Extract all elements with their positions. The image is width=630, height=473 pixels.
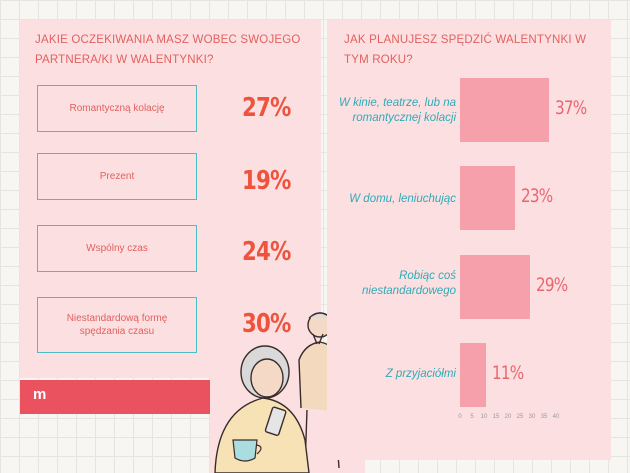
bar [460,343,487,407]
left-title-line2: PARTNERA/KI W WALENTYNKI? [35,54,214,66]
x-tick-label: 25 [516,414,524,420]
bar-value-label: 29% [535,274,568,296]
bar [460,255,530,319]
expectation-value: 19% [242,166,291,196]
bar-value-label: 37% [554,97,587,119]
expectation-box: Prezent [37,153,197,200]
bar-value-label: 11% [492,362,524,384]
x-tick-label: 20 [504,414,512,420]
bar-category-label: W kinie, teatrze, lub na romantycznej ko… [339,97,456,124]
expectation-value: 27% [242,93,291,123]
left-title: JAKIE OCZEKIWANIA MASZ WOBEC SWOJEGO PAR… [35,30,315,70]
x-tick-label: 40 [552,414,560,420]
bar [460,78,549,142]
x-tick-label: 35 [540,414,548,420]
expectation-label: Romantyczną kolację [69,103,165,114]
bar-value-label: 23% [521,185,553,207]
expectation-label: Wspólny czas [86,243,148,254]
x-tick-label: 15 [492,414,500,420]
expectation-label: Prezent [99,171,135,182]
bar-category-label: Robiąc coś niestandardowego [362,270,456,297]
expectation-value: 24% [242,237,291,267]
brand-logo: m [33,386,47,403]
expectation-box: Romantyczną kolację [37,85,197,132]
left-title-line1: JAKIE OCZEKIWANIA MASZ WOBEC SWOJEGO [35,34,301,46]
x-tick-label: 0 [458,414,462,420]
bar-category-label: Z przyjaciółmi [385,368,456,380]
expectation-box: Niestandardową formę spędzania czasu [37,297,197,353]
x-tick-label: 5 [470,414,474,420]
bar-category-label: W domu, leniuchując [349,193,456,205]
x-tick-label: 30 [528,414,536,420]
expectation-box: Wspólny czas [37,225,197,272]
bar [460,166,516,230]
chart-title: JAK PLANUJESZ SPĘDZIĆ WALENTYNKI W TYM R… [344,34,587,66]
expectation-label: Niestandardową formę spędzania czasu [66,313,168,337]
couple-illustration [210,312,365,473]
x-tick-label: 10 [480,414,488,420]
expectation-value: 30% [242,309,291,339]
